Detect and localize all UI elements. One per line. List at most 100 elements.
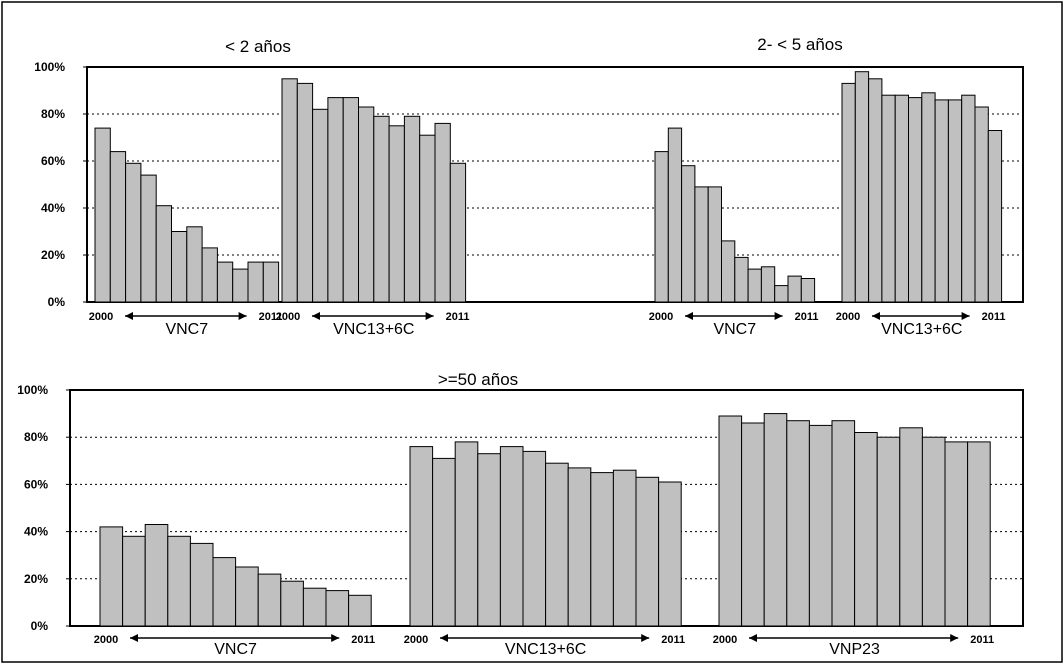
bar [201, 247, 218, 303]
bar [144, 524, 169, 627]
bar [449, 162, 467, 303]
bar [734, 256, 749, 303]
bar [358, 106, 375, 303]
bar [122, 535, 146, 627]
panel-2: 2000 2011 VNC7 2000 2011 VNC13+6C 2000 2011 VNP2… [94, 413, 994, 658]
bar [681, 165, 696, 303]
bar-group-1: 2000 2011 VNC13+6C [836, 71, 1006, 338]
bar [831, 420, 856, 627]
bar [125, 162, 142, 303]
arrowhead-right [950, 634, 959, 642]
y-tick-label: 20% [41, 248, 65, 262]
panel-1: 2000 2011 VNC7 2000 2011 VNC13+6C [649, 71, 1006, 338]
bar [987, 130, 1003, 303]
bar [419, 134, 436, 303]
x-start-year: 2000 [404, 634, 428, 646]
arrowhead-left [130, 634, 138, 642]
bar [854, 71, 870, 303]
bar [312, 108, 329, 303]
bar [774, 285, 789, 303]
bar [908, 97, 923, 303]
x-end-year: 2011 [970, 634, 994, 646]
bar [235, 566, 259, 627]
bar [171, 231, 188, 303]
bar [921, 436, 946, 627]
bar [155, 205, 172, 303]
y-tick-label: 100% [17, 383, 48, 397]
bar [961, 94, 976, 303]
bar [342, 97, 360, 303]
y-tick-label: 20% [24, 572, 48, 586]
bar [808, 424, 833, 627]
x-end-year: 2011 [446, 311, 470, 323]
x-end-year: 2011 [661, 634, 685, 646]
group-label: VNC13+6C [333, 321, 414, 338]
x-end-year: 2011 [259, 311, 283, 323]
bar [499, 446, 524, 627]
y-tick-label: 60% [41, 154, 65, 168]
bar [741, 422, 765, 627]
bar [974, 106, 989, 303]
chart-title-under-2: < 2 años [225, 37, 291, 56]
y-tick-label: 80% [41, 107, 65, 121]
y-tick-label: 40% [24, 525, 48, 539]
bar [787, 275, 802, 303]
arrowhead-right [641, 634, 650, 642]
bar [99, 526, 124, 627]
bar [212, 557, 237, 627]
arrowhead-left [312, 312, 320, 320]
bar [658, 481, 682, 627]
arrowhead-right [961, 312, 970, 320]
bar [894, 94, 910, 303]
bar [232, 268, 249, 303]
bar [403, 115, 421, 303]
bar-group-1: 2000 2011 VNC13+6C [276, 78, 470, 338]
bar [296, 82, 314, 303]
bar [454, 441, 479, 627]
bar [760, 266, 776, 303]
bar-group-0: 2000 2011 VNC7 [94, 524, 375, 658]
bar [302, 587, 327, 627]
y-tick-label: 60% [24, 477, 48, 491]
x-start-year: 2000 [94, 634, 118, 646]
y-tick-label: 80% [24, 430, 48, 444]
plot-frame [86, 66, 1024, 303]
bar [477, 453, 501, 627]
bar [590, 472, 614, 627]
bar [262, 261, 280, 303]
bar [189, 542, 214, 627]
bar [934, 99, 949, 303]
bar-group-2: 2000 2011 VNP23 [713, 413, 994, 658]
bar [944, 441, 969, 627]
group-label: VNC7 [713, 321, 756, 338]
bar [140, 174, 157, 303]
chart-title-50-plus: >=50 años [438, 370, 518, 389]
arrowhead-left [872, 312, 880, 320]
chart-title-2-to-5: 2- < 5 años [757, 35, 843, 54]
bar [388, 125, 405, 303]
bar [667, 127, 683, 303]
bar [841, 82, 856, 303]
bar [967, 441, 991, 627]
bar [167, 535, 191, 627]
bar [800, 278, 816, 303]
bar [247, 261, 264, 303]
bar [718, 415, 743, 627]
arrowhead-left [685, 312, 693, 320]
bar [94, 127, 111, 303]
x-end-year: 2011 [795, 311, 819, 323]
bar-group-1: 2000 2011 VNC13+6C [404, 441, 685, 658]
arrowhead-left [440, 634, 448, 642]
bar [868, 78, 883, 303]
bar [325, 590, 350, 627]
group-label: VNP23 [829, 641, 880, 658]
arrowhead-right [238, 312, 247, 320]
bar [434, 122, 451, 303]
group-label: VNC7 [214, 641, 257, 658]
arrowhead-right [425, 312, 434, 320]
bar [876, 436, 901, 627]
bar [216, 261, 234, 303]
